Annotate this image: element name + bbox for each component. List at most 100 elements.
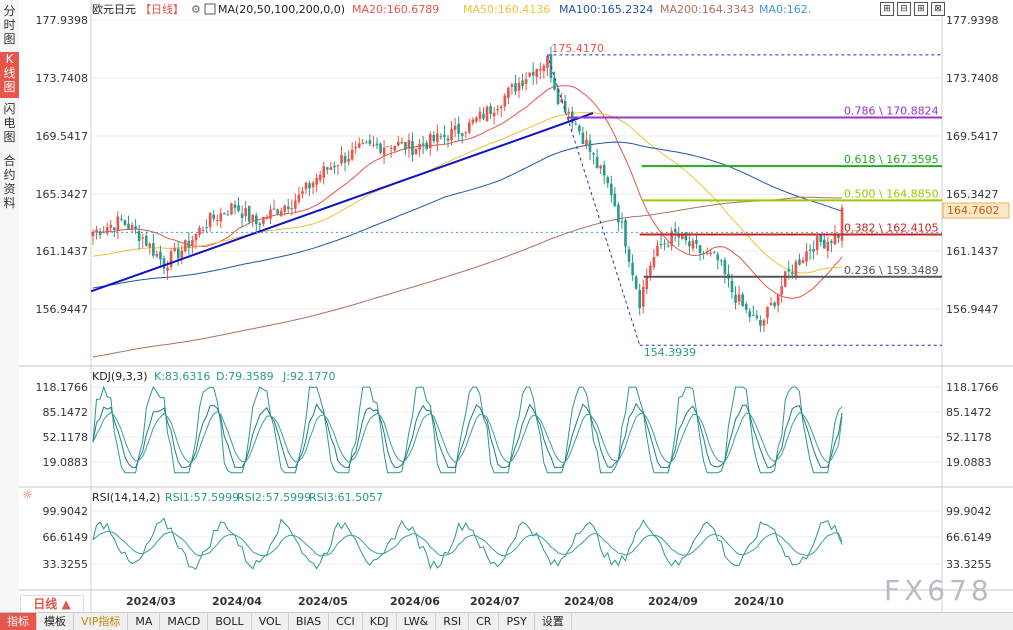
price-axis-left: 177.9398 173.7408 169.5417 165.3427 161.… (36, 14, 89, 316)
gear-icon[interactable]: ⚙ (191, 3, 201, 16)
candle-body (610, 183, 613, 196)
fib-level-label: 0.236 \ 159.3489 (844, 264, 939, 277)
candle-body (482, 113, 485, 119)
candle-body (762, 320, 766, 326)
rsi1-line (92, 517, 843, 571)
kdj-tick: 85.1472 (946, 406, 992, 419)
candle-body (620, 221, 624, 223)
rsi-tick: 99.9042 (43, 505, 89, 518)
candle-body (542, 65, 546, 72)
candle-body (411, 141, 414, 156)
candle-body (290, 207, 294, 210)
close-icon[interactable]: ⊠ (931, 2, 945, 16)
price-tick: 173.7408 (946, 72, 999, 85)
candle-body (223, 213, 226, 215)
current-price-label: 164.7602 (947, 204, 1000, 217)
rsi2-value: RSI2:57.5999 (237, 491, 311, 504)
candle-body (336, 165, 340, 167)
candle-body (744, 303, 748, 310)
rsi-tick: 66.6149 (946, 531, 992, 544)
bottom-tab-kdj[interactable]: KDJ (363, 613, 397, 630)
bottom-tab-boll[interactable]: BOLL (208, 613, 252, 630)
candle-body (780, 286, 783, 295)
tab-kline[interactable]: K 线 图 (0, 52, 19, 98)
candle-body (450, 128, 453, 141)
bottom-tab-macd[interactable]: MACD (160, 613, 209, 630)
candle-body (524, 79, 528, 84)
bottom-tab-templates[interactable]: 模板 (37, 613, 74, 630)
ma-toggle-icon[interactable] (204, 3, 216, 15)
candle-body (712, 252, 716, 254)
candle-body (198, 227, 201, 235)
rsi-tick: 33.3255 (946, 558, 992, 571)
bottom-tab-indicators[interactable]: 指标 (0, 613, 37, 630)
candle-body (283, 205, 286, 212)
rsi-panel: ☼ RSI(14,14,2) RSI1:57.5999 RSI2:57.5999… (22, 488, 992, 571)
candle-body (453, 125, 457, 130)
rsi-lines (92, 517, 843, 571)
candle-body (833, 233, 837, 245)
bottom-tab-cci[interactable]: CCI (329, 613, 363, 630)
candle-body (673, 228, 677, 233)
candle-body (499, 106, 503, 109)
fib-level-label: 0.382 \ 162.4105 (844, 222, 939, 235)
ma100-value: MA100:165.2324 (559, 3, 653, 16)
zoom-out-icon[interactable]: ⊟ (897, 2, 911, 16)
date-tick: 2024/07 (470, 595, 520, 608)
date-tick: 2024/05 (298, 595, 348, 608)
period-selector-button[interactable]: 日线 ▲ (20, 595, 84, 613)
zoom-in-icon[interactable]: ⊞ (880, 2, 894, 16)
bottom-tab-vol[interactable]: VOL (252, 613, 289, 630)
fullscreen-icon[interactable]: ⊞ (914, 2, 928, 16)
candle-body (389, 147, 393, 149)
candle-body (791, 272, 794, 275)
candle-body (286, 206, 290, 210)
candle-body (357, 143, 361, 148)
candle-body (393, 145, 397, 151)
bottom-tab-bias[interactable]: BIAS (289, 613, 330, 630)
candle-body (237, 205, 240, 211)
bottom-tab-cr[interactable]: CR (469, 613, 500, 630)
candle-body (443, 134, 446, 137)
candle-body (457, 123, 460, 134)
fib-diagonal (546, 54, 641, 346)
bottom-tab-settings[interactable]: 设置 (535, 613, 572, 630)
candle-body (553, 77, 556, 90)
candle-body (709, 253, 712, 255)
ma-params: MA(20,50,100,200,0,0) (218, 3, 345, 16)
fib-retracement-tool[interactable]: 175.4170 154.3939 0.786 \ 170.8824 0.618 \ … (90, 42, 942, 359)
bottom-tab-psy[interactable]: PSY (499, 613, 535, 630)
kdj-tick: 19.0883 (946, 456, 992, 469)
tab-timeshare[interactable]: 分 时 图 (3, 4, 16, 46)
candle-body (759, 320, 762, 326)
candle-body (173, 248, 176, 252)
tab-contract-info[interactable]: 合 约 资 料 (3, 154, 16, 210)
tab-lightning[interactable]: 闪 电 图 (3, 102, 16, 144)
candle-body (386, 146, 389, 148)
candle-body (191, 240, 194, 246)
ma0-value: MA0:162. (759, 3, 811, 16)
bottom-tab-rsi[interactable]: RSI (436, 613, 470, 630)
candle-body (705, 252, 709, 254)
chart-header: 欧元日元 【日线】 ⚙ MA(20,50,100,200,0,0) MA20:1… (92, 2, 811, 16)
kline-chart[interactable]: 欧元日元 【日线】 ⚙ MA(20,50,100,200,0,0) MA20:1… (19, 0, 1013, 612)
candle-body (262, 216, 265, 224)
indicator-toolbar: 指标 模板 VIP指标 MA MACD BOLL VOL BIAS CCI KD… (0, 612, 1013, 630)
bottom-tab-vip[interactable]: VIP指标 (74, 613, 129, 630)
candle-body (144, 235, 148, 246)
bottom-tab-lwr[interactable]: LW& (397, 613, 437, 630)
candle-body (776, 294, 780, 306)
date-tick: 2024/04 (212, 595, 262, 608)
price-tick: 169.5417 (946, 130, 999, 143)
candle-body (130, 224, 134, 230)
bottom-tab-ma[interactable]: MA (128, 613, 161, 630)
symbol-name: 欧元日元 (92, 3, 136, 16)
candle-body (460, 133, 464, 136)
rsi-tick: 99.9042 (946, 505, 992, 518)
candle-body (251, 214, 255, 221)
candle-body (333, 165, 336, 168)
candle-body (368, 140, 372, 144)
candle-body (812, 248, 815, 252)
candle-body (194, 233, 198, 241)
candle-body (666, 245, 670, 247)
